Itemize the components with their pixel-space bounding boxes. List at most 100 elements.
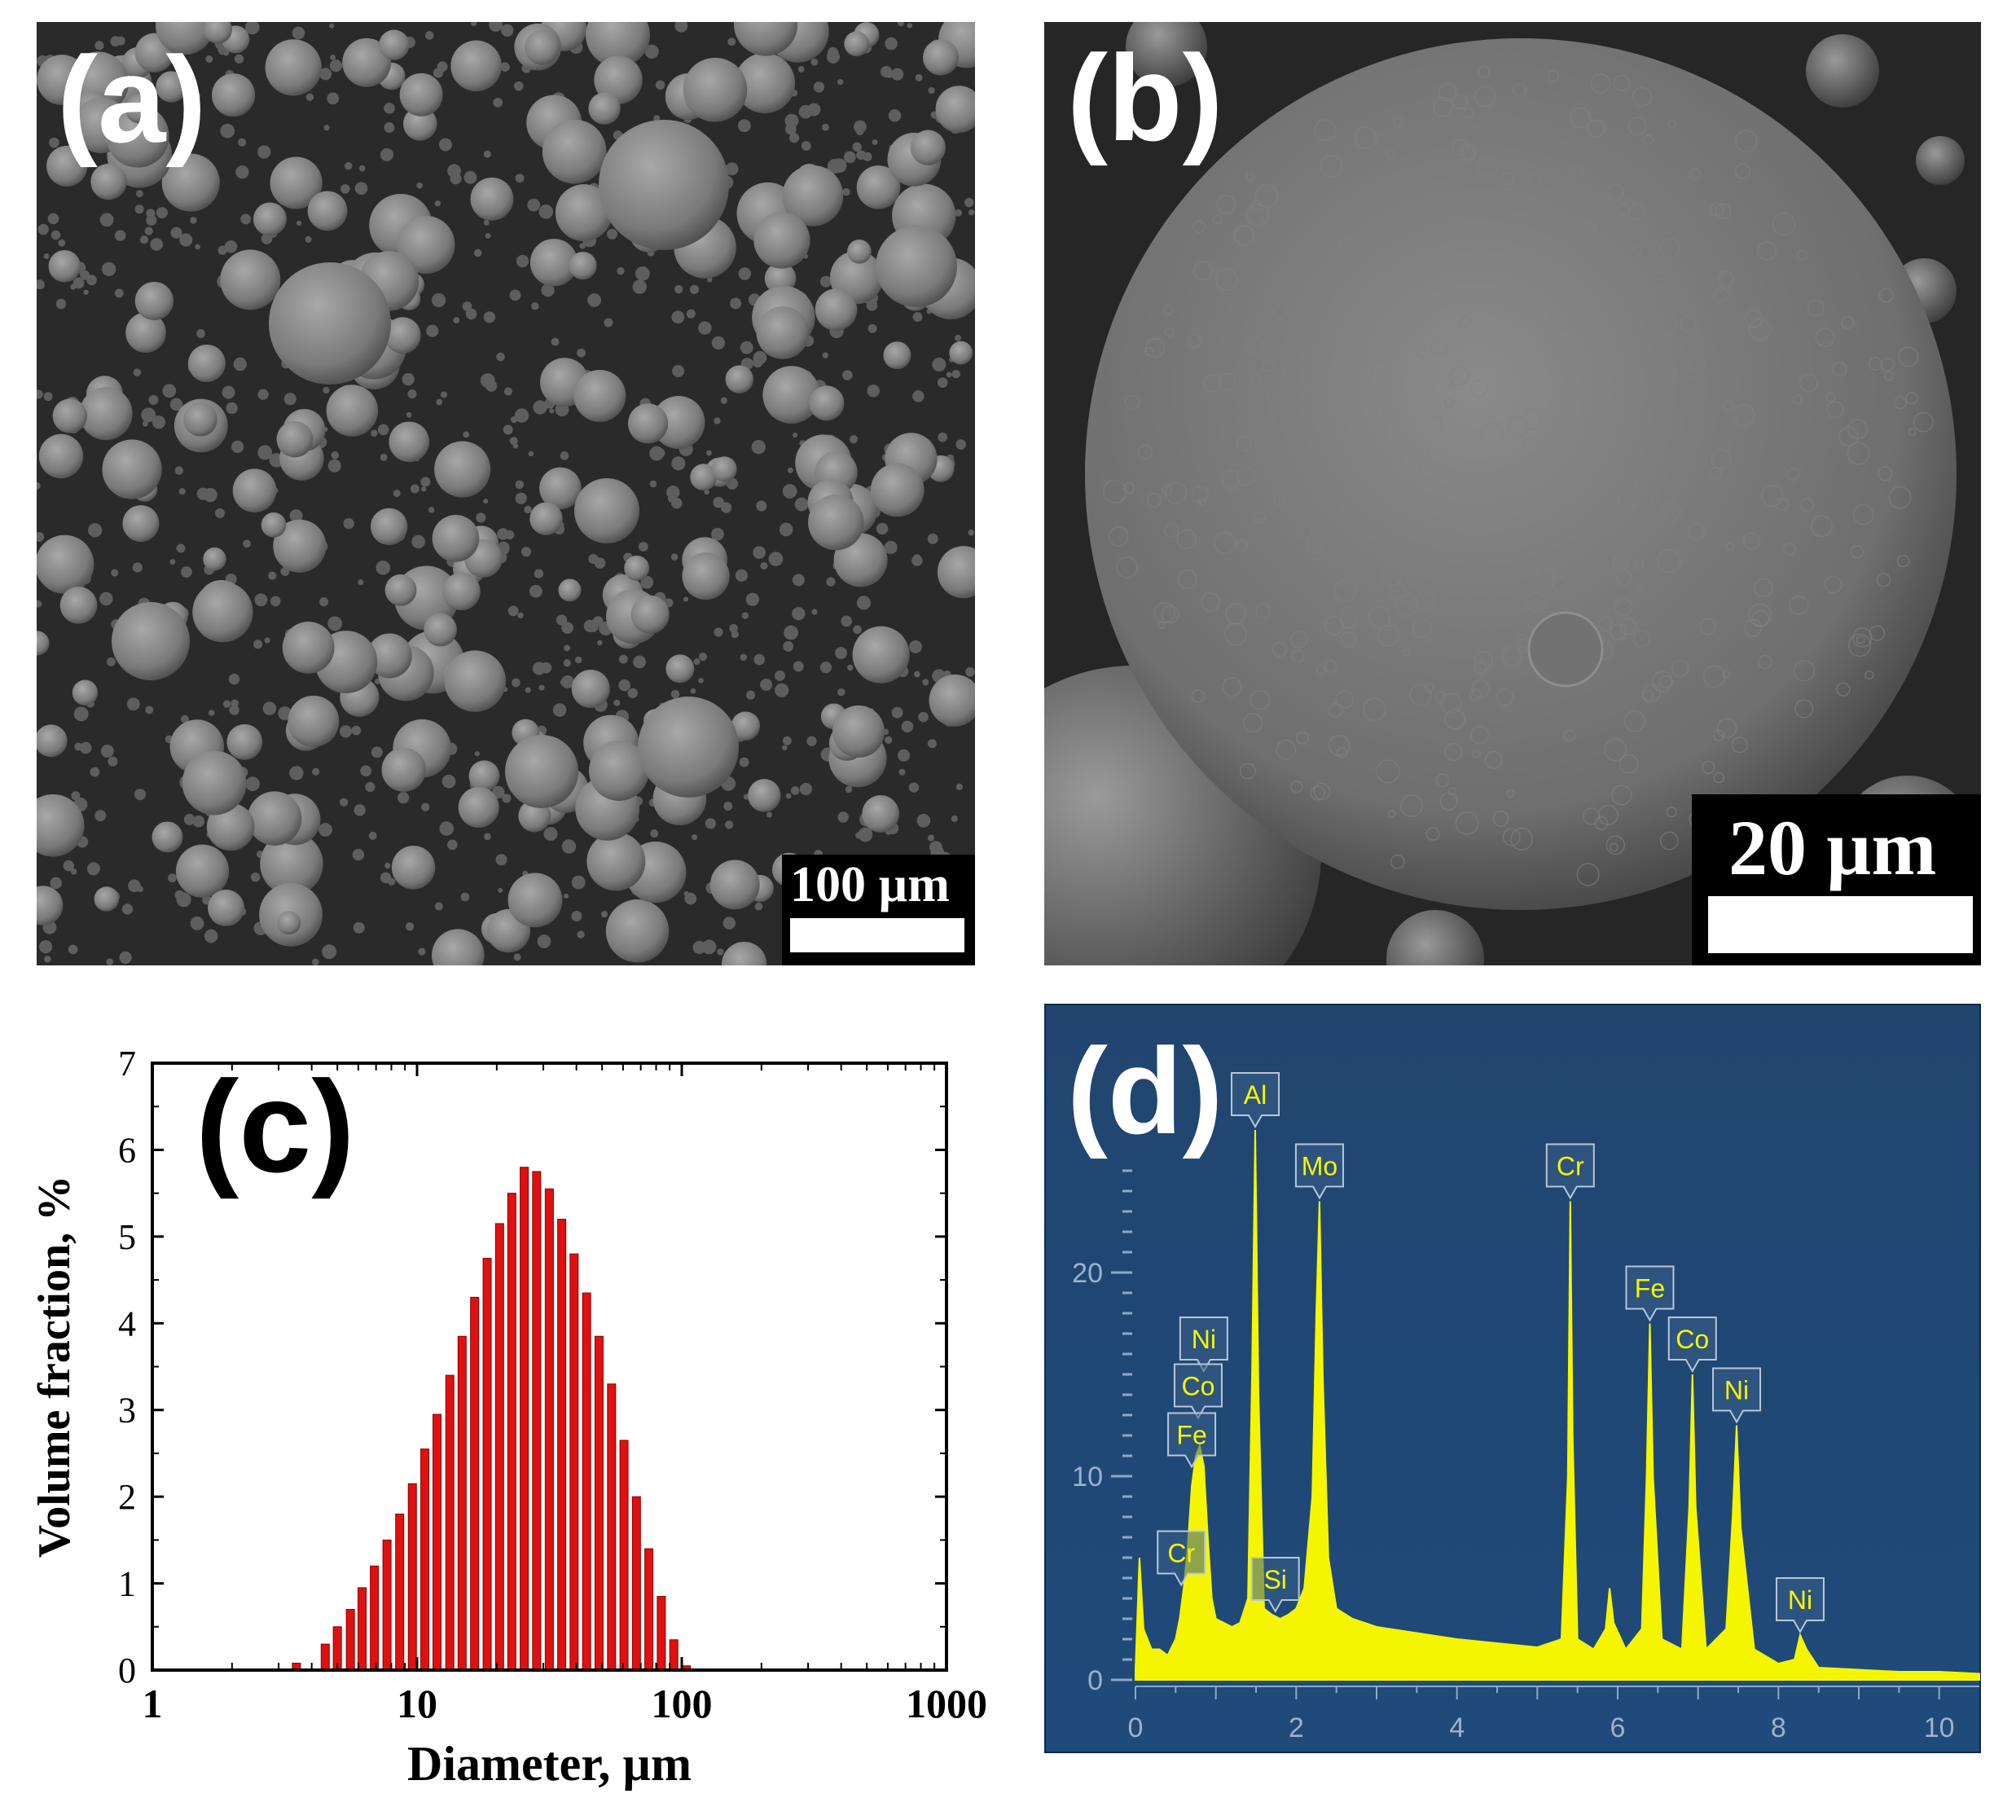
small-particle: [768, 552, 784, 567]
surface-texture: [1614, 473, 1637, 497]
small-particle: [352, 848, 365, 861]
small-particle: [725, 820, 734, 829]
small-particle: [420, 477, 431, 487]
peak-label-box-4: [1667, 1317, 1717, 1374]
surface-texture: [1825, 392, 1836, 402]
surface-texture: [1396, 285, 1411, 300]
small-particle: [483, 311, 496, 323]
small-particle: [525, 687, 531, 693]
small-particle: [358, 579, 364, 586]
small-particle: [951, 815, 958, 823]
small-particle: [693, 658, 701, 666]
particle: [594, 55, 643, 104]
surface-texture: [1320, 155, 1343, 178]
small-particle: [753, 653, 765, 666]
particle: [399, 73, 443, 116]
surface-texture: [1473, 651, 1493, 671]
small-particle: [837, 78, 844, 86]
particle: [37, 886, 64, 925]
small-particle: [358, 165, 366, 172]
small-particle: [855, 127, 864, 136]
small-particle: [483, 499, 489, 504]
small-particle: [323, 386, 330, 394]
small-particle: [775, 683, 789, 697]
particle: [270, 156, 323, 209]
scale-bar-label-b: 20 µm: [1728, 804, 1937, 891]
small-particle: [365, 781, 376, 793]
particle: [38, 433, 84, 479]
small-particle: [224, 240, 238, 253]
small-particle: [176, 892, 191, 908]
small-particle: [837, 811, 849, 823]
peak-label-si-11: Si: [1263, 1565, 1286, 1594]
surface-texture: [1492, 811, 1509, 827]
surface-texture: [1398, 332, 1409, 343]
small-particle: [835, 647, 847, 660]
surface-texture: [1374, 407, 1385, 417]
surface-texture: [1236, 436, 1252, 451]
bar-6: [382, 1539, 392, 1671]
large-particle: [505, 735, 578, 808]
small-particle: [701, 939, 717, 955]
small-particle: [253, 640, 263, 649]
surface-texture: [1444, 398, 1455, 408]
surface-texture: [1800, 498, 1815, 512]
particle: [782, 165, 844, 226]
x-axis-label: Diameter, µm: [407, 1737, 692, 1791]
particle: [721, 942, 767, 965]
surface-texture: [1214, 268, 1238, 291]
small-particle: [146, 214, 157, 226]
surface-texture: [1847, 419, 1869, 440]
small-particle: [600, 911, 608, 918]
small-particle: [327, 92, 340, 105]
surface-texture: [1444, 709, 1465, 730]
particle: [187, 345, 226, 382]
small-particle: [496, 352, 505, 362]
surface-texture: [1351, 232, 1364, 244]
panel-label-d: (d): [1067, 1022, 1223, 1159]
surface-texture: [1627, 116, 1647, 136]
bar-10: [433, 1413, 442, 1671]
surface-texture: [1338, 238, 1352, 252]
small-particle: [635, 266, 650, 281]
small-particle: [410, 484, 419, 494]
particle: [265, 39, 322, 96]
small-particle: [178, 488, 186, 495]
small-particle: [561, 839, 577, 854]
small-particle: [222, 700, 231, 708]
small-particle: [846, 664, 854, 671]
small-particle: [533, 400, 547, 415]
peak-label-box-2: [1545, 1143, 1595, 1200]
particle: [384, 317, 421, 354]
surface-texture: [1888, 486, 1912, 509]
small-particle: [618, 679, 630, 692]
surface-texture: [1528, 173, 1541, 187]
scale-bar-a: 100 µm: [782, 855, 975, 965]
small-particle: [37, 532, 45, 543]
small-particle: [485, 380, 498, 392]
small-particle: [551, 337, 560, 346]
small-particle: [441, 774, 456, 789]
small-particle: [128, 879, 141, 893]
bar-18: [532, 1171, 542, 1671]
surface-texture: [1367, 525, 1381, 538]
small-particle: [929, 841, 942, 855]
small-particle: [83, 289, 89, 295]
small-particle: [704, 489, 709, 495]
large-particle: [112, 602, 190, 680]
small-particle: [766, 811, 773, 818]
surface-texture: [1702, 665, 1726, 688]
small-particle: [319, 597, 329, 607]
small-particle: [169, 398, 183, 411]
surface-texture: [1474, 86, 1496, 108]
small-particle: [922, 679, 929, 686]
surface-texture: [1218, 372, 1236, 391]
small-particle: [262, 701, 277, 715]
small-particle: [463, 431, 470, 438]
x-tick-label-6: 6: [1610, 1712, 1626, 1743]
surface-texture: [1109, 526, 1129, 547]
surface-texture: [1610, 383, 1623, 397]
small-particle: [405, 922, 415, 931]
small-particle: [571, 875, 586, 890]
x-tick-label-10: 10: [397, 1681, 437, 1726]
